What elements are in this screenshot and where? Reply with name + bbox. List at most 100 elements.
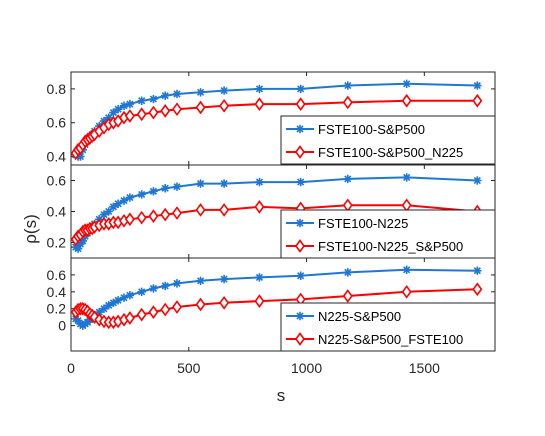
data-point bbox=[119, 293, 129, 302]
data-point bbox=[296, 271, 305, 280]
data-point bbox=[136, 107, 147, 122]
data-point bbox=[196, 179, 205, 188]
legend-label: FSTE100-N225 bbox=[318, 216, 408, 231]
y-tick-label: 0.6 bbox=[47, 173, 67, 189]
data-point bbox=[113, 296, 123, 305]
legend-label: FSTE100-S&P500_N225 bbox=[318, 145, 463, 160]
data-point bbox=[254, 97, 265, 111]
legend-marker bbox=[295, 124, 305, 134]
data-point bbox=[219, 98, 230, 113]
data-point bbox=[161, 281, 170, 291]
data-point bbox=[296, 84, 305, 94]
data-point bbox=[401, 198, 412, 213]
data-point bbox=[125, 193, 135, 202]
legend-label: N225-S&P500_FSTE100 bbox=[318, 332, 463, 347]
data-point bbox=[124, 311, 135, 325]
legend: FSTE100-S&P500 FSTE100-S&P500_N225 bbox=[280, 115, 496, 165]
data-point bbox=[124, 109, 135, 123]
data-point bbox=[402, 79, 411, 89]
data-point bbox=[148, 305, 159, 319]
data-point bbox=[195, 203, 206, 217]
data-point bbox=[219, 203, 230, 217]
data-point bbox=[254, 199, 265, 214]
data-point bbox=[472, 93, 483, 108]
data-point bbox=[255, 273, 264, 282]
y-tick-label: 0 bbox=[58, 318, 66, 334]
data-point bbox=[195, 100, 206, 115]
legend: FSTE100-N225 FSTE100-N225_S&P500 bbox=[280, 209, 496, 259]
data-point bbox=[136, 307, 147, 322]
data-point bbox=[104, 207, 113, 216]
y-tick-label: 0.2 bbox=[47, 301, 67, 317]
x-tick-label: 500 bbox=[177, 360, 201, 376]
data-point bbox=[472, 282, 483, 297]
data-point bbox=[137, 287, 146, 297]
y-tick-label: 0.2 bbox=[47, 235, 67, 251]
data-point bbox=[149, 284, 158, 293]
data-point bbox=[196, 276, 205, 286]
legend-label: FSTE100-S&P500 bbox=[318, 122, 425, 137]
data-point bbox=[219, 295, 230, 310]
legend-box bbox=[280, 302, 496, 352]
panel-3: 00.20.40.6N225-S&P500N225-S&P500_FSTE100… bbox=[47, 257, 496, 376]
data-point bbox=[95, 307, 104, 317]
data-point bbox=[160, 302, 171, 317]
data-point bbox=[113, 105, 123, 114]
legend: N225-S&P500 N225-S&P500_FSTE100 bbox=[280, 302, 496, 352]
legend-marker bbox=[295, 218, 305, 228]
data-point bbox=[148, 209, 159, 224]
data-point bbox=[160, 207, 171, 222]
legend-box bbox=[280, 209, 496, 259]
data-point bbox=[219, 86, 229, 95]
data-point bbox=[160, 104, 171, 118]
data-point bbox=[161, 184, 170, 193]
legend-marker bbox=[295, 145, 305, 159]
y-tick-label: 0.8 bbox=[47, 81, 67, 97]
data-point bbox=[343, 268, 352, 277]
legend-marker bbox=[295, 311, 305, 321]
x-tick-label: 1500 bbox=[409, 360, 440, 376]
data-point bbox=[473, 266, 482, 275]
x-tick-label: 0 bbox=[67, 360, 75, 376]
series-red bbox=[70, 93, 483, 161]
data-point bbox=[172, 206, 182, 220]
legend-label: FSTE100-N225_S&P500 bbox=[318, 239, 463, 254]
data-point bbox=[343, 174, 352, 184]
data-point bbox=[113, 199, 123, 208]
data-point bbox=[172, 182, 182, 191]
data-point bbox=[401, 93, 412, 108]
legend-box bbox=[280, 115, 496, 165]
data-point bbox=[161, 91, 170, 100]
y-tick-label: 0.4 bbox=[47, 284, 67, 300]
data-point bbox=[195, 297, 206, 312]
data-point bbox=[125, 291, 135, 300]
data-point bbox=[254, 294, 265, 308]
data-point bbox=[196, 88, 205, 97]
data-point bbox=[109, 202, 118, 212]
x-tick-label: 1000 bbox=[291, 360, 322, 376]
data-point bbox=[125, 99, 135, 109]
y-tick-label: 0.4 bbox=[47, 149, 67, 165]
data-point bbox=[148, 105, 159, 120]
y-tick-label: 0.6 bbox=[47, 267, 67, 283]
legend-label: N225-S&P500 bbox=[318, 309, 401, 324]
data-point bbox=[149, 187, 158, 196]
data-point bbox=[119, 196, 129, 205]
data-point bbox=[255, 84, 264, 94]
panel-2: 0.2 0.4 0.6 FSTE100-N225 FSTE100-N225_S&P500 bbox=[47, 164, 496, 259]
data-point bbox=[172, 279, 182, 288]
data-point bbox=[342, 289, 353, 303]
y-tick-label: 0.4 bbox=[47, 204, 67, 220]
data-point bbox=[172, 300, 182, 314]
data-point bbox=[124, 212, 135, 227]
y-axis-label: ρ(s) bbox=[21, 214, 40, 244]
data-point bbox=[172, 102, 182, 117]
data-point bbox=[172, 89, 182, 99]
panel-1: 0.4 0.6 0.8 FSTE100-S&P500 FSTE100-S&P500_N2… bbox=[47, 71, 496, 166]
data-point bbox=[109, 108, 118, 117]
data-point bbox=[136, 210, 147, 225]
data-point bbox=[401, 284, 412, 299]
data-point bbox=[219, 274, 229, 284]
data-point bbox=[99, 210, 109, 219]
